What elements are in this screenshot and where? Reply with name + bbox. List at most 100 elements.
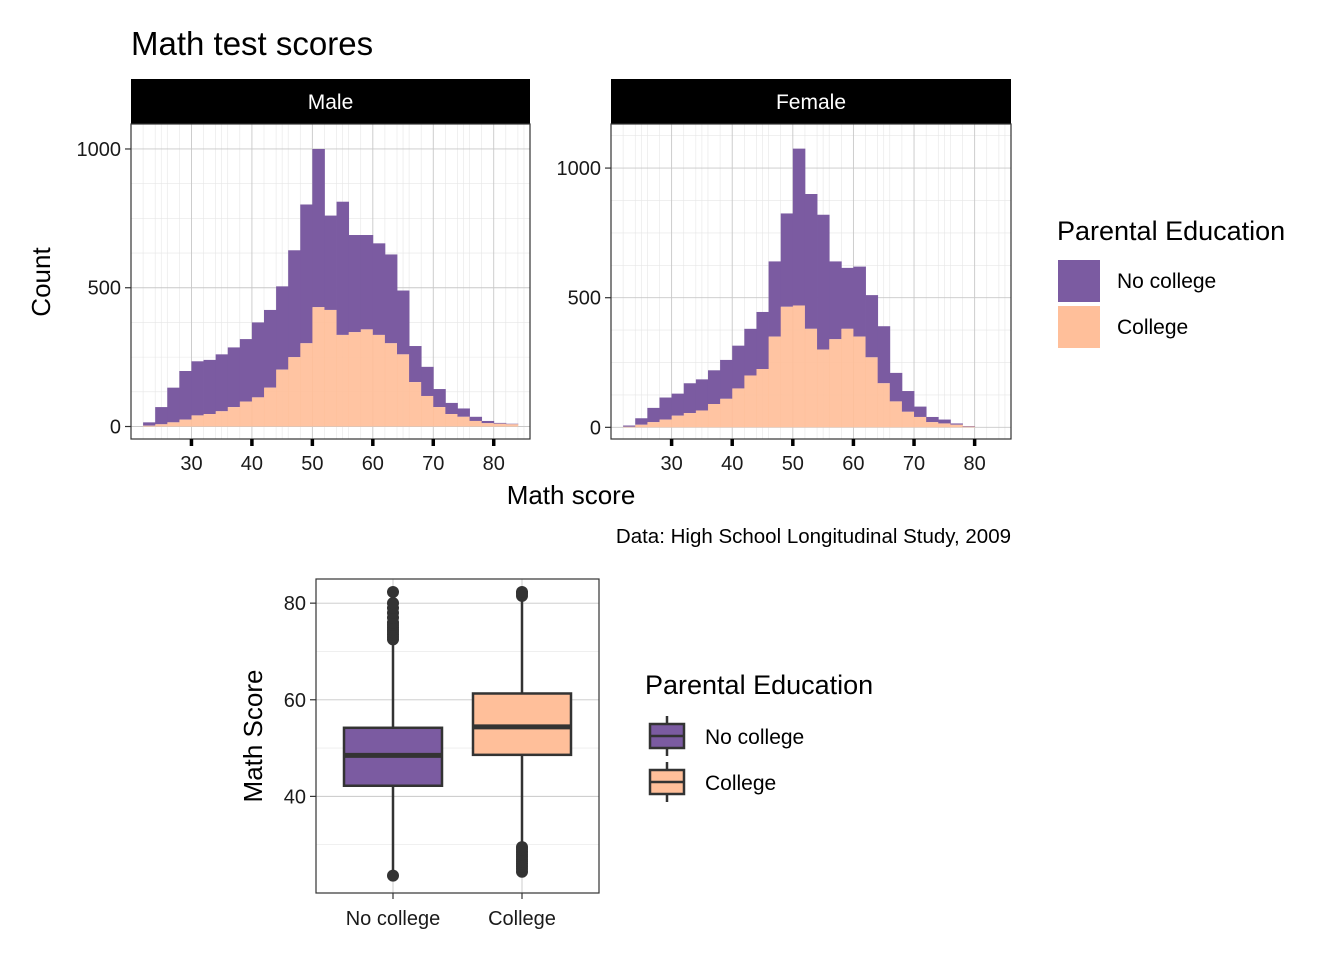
bar-college	[962, 426, 976, 428]
legend-key	[1058, 306, 1100, 348]
facet-label: Female	[776, 91, 846, 114]
bar-college	[623, 426, 636, 428]
bar-no-college	[865, 295, 879, 358]
bar-no-college	[300, 204, 313, 344]
bar-college	[251, 397, 265, 427]
bar-college	[264, 387, 277, 427]
bar-no-college	[926, 416, 939, 423]
x-tick-label: 50	[301, 453, 323, 475]
bar-no-college	[264, 309, 277, 388]
bar-no-college	[950, 423, 963, 425]
bar-no-college	[421, 366, 434, 396]
bar-college	[457, 416, 470, 427]
bar-no-college	[877, 326, 891, 384]
y-axis-title: Count	[26, 247, 56, 317]
bar-no-college	[409, 346, 422, 383]
legend-key	[1058, 260, 1100, 302]
bar-no-college	[707, 370, 721, 404]
bar-no-college	[179, 371, 192, 420]
x-tick-label: 60	[362, 453, 384, 475]
histogram-panel-female: Female 30 40 50 60 70 80 0 500 1000	[557, 79, 1012, 475]
bar-college	[780, 306, 794, 428]
bar-no-college	[756, 311, 769, 369]
bar-college	[167, 422, 180, 427]
panel-border	[130, 123, 531, 440]
bar-college	[853, 336, 866, 428]
box-college	[471, 586, 573, 878]
bar-college	[817, 349, 830, 428]
bar-no-college	[695, 379, 709, 411]
bar-college	[445, 414, 458, 427]
bar-college	[397, 354, 410, 427]
x-tick-label: 50	[782, 453, 804, 475]
bar-college	[336, 334, 350, 427]
bar-no-college	[384, 254, 398, 344]
x-tick-label: No college	[346, 908, 441, 930]
x-tick-label: 40	[721, 453, 743, 475]
bar-no-college	[336, 201, 350, 335]
x-tick-label: 80	[483, 453, 505, 475]
x-tick-label: 30	[660, 453, 682, 475]
bar-college	[409, 382, 422, 427]
bar-no-college	[215, 354, 229, 412]
y-tick-label: 0	[590, 417, 601, 439]
bar-no-college	[768, 261, 782, 337]
bar-no-college	[914, 406, 927, 417]
bar-no-college	[155, 407, 168, 425]
bar-college	[647, 422, 660, 428]
bar-college	[469, 420, 483, 427]
bar-college	[191, 415, 204, 427]
facet-label: Male	[308, 91, 354, 114]
bar-college	[926, 422, 939, 428]
outlier-point	[516, 586, 528, 599]
figure-caption: Data: High School Longitudinal Study, 20…	[616, 525, 1011, 548]
legend-label: College	[705, 772, 776, 795]
x-axis-title: Math score	[507, 480, 636, 510]
bar-college	[768, 336, 782, 428]
bar-college	[143, 425, 156, 427]
y-tick-label: 40	[284, 786, 306, 808]
histogram-panel-male: Male 30 40 50 60 70 80 0 500 1000	[77, 79, 531, 475]
bar-no-college	[324, 215, 337, 310]
bar-no-college	[445, 402, 458, 415]
x-tick-label: 80	[964, 453, 986, 475]
outlier-point	[516, 841, 528, 854]
bar-college	[372, 334, 386, 427]
boxplot-legend: Parental Education No college College	[645, 670, 873, 802]
boxplot-panel: 40 60 80 No college College Math Score	[238, 578, 600, 930]
bar-college	[360, 329, 374, 427]
bar-college	[155, 424, 168, 427]
bar-college	[683, 413, 697, 428]
bar-college	[348, 332, 362, 427]
bar-college	[276, 369, 289, 427]
bar-no-college	[167, 387, 180, 423]
bar-college	[792, 305, 806, 428]
y-tick-label: 0	[110, 417, 121, 439]
bar-no-college	[962, 426, 976, 427]
bar-college	[865, 357, 879, 428]
bar-no-college	[901, 391, 915, 412]
bar-no-college	[203, 359, 217, 415]
bar-college	[901, 411, 915, 428]
bar-college	[179, 419, 192, 427]
histogram-bars	[143, 148, 519, 427]
bar-no-college	[191, 361, 204, 416]
bar-college	[938, 423, 951, 428]
bar-college	[239, 401, 253, 427]
bar-no-college	[829, 261, 842, 340]
bar-no-college	[239, 339, 253, 402]
bar-college	[829, 339, 842, 428]
bar-no-college	[251, 322, 265, 398]
legend-label: College	[1117, 316, 1188, 339]
bar-college	[421, 395, 434, 427]
bar-no-college	[938, 419, 951, 424]
bar-college	[312, 307, 325, 427]
bar-no-college	[433, 389, 446, 408]
bar-no-college	[397, 290, 410, 355]
bar-no-college	[312, 148, 325, 308]
legend-title: Parental Education	[645, 670, 873, 700]
x-tick-label: 70	[422, 453, 444, 475]
bar-college	[288, 357, 301, 427]
bar-college	[635, 424, 648, 428]
